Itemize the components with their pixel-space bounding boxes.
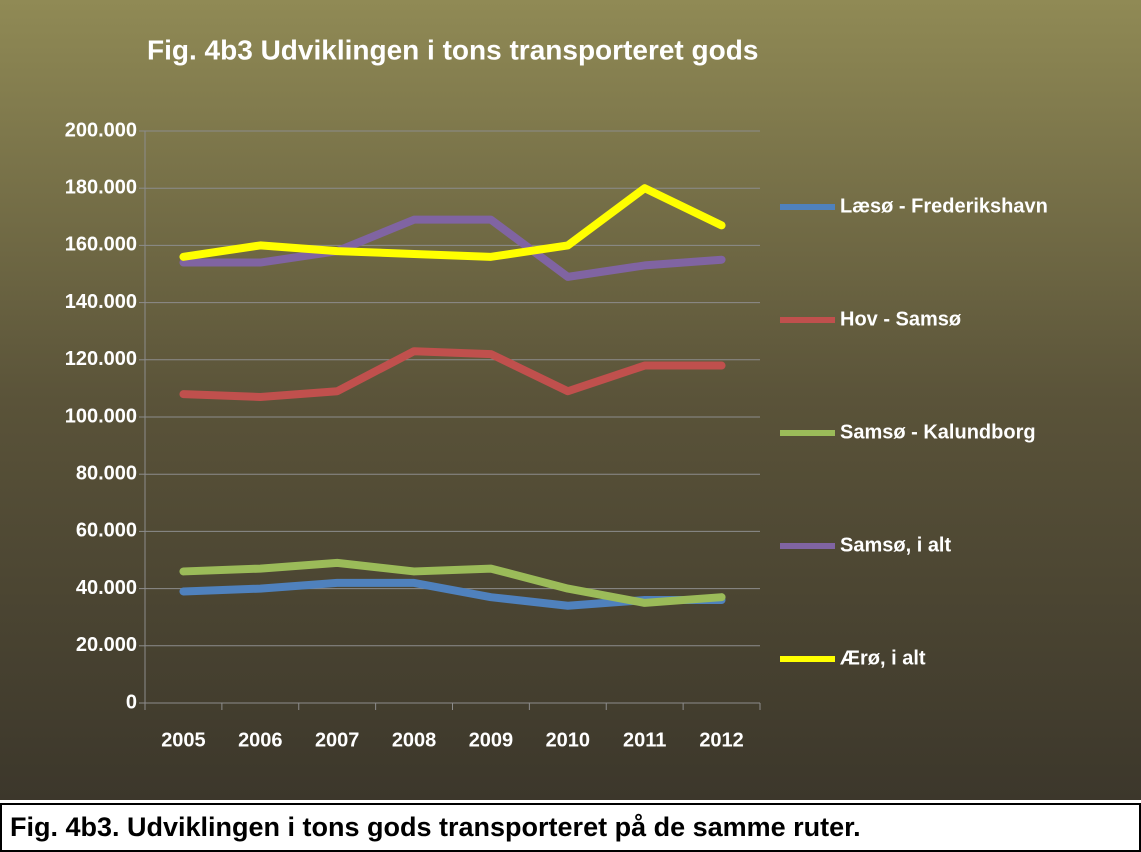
legend-label: Samsø - Kalundborg <box>840 421 1036 443</box>
series-line <box>179 215 726 281</box>
chart-title: Fig. 4b3 Udviklingen i tons transportere… <box>147 34 758 65</box>
x-tick-label: 2005 <box>161 729 206 751</box>
series-line <box>179 347 726 401</box>
x-tick-label: 2012 <box>699 729 744 751</box>
y-tick-label: 160.000 <box>65 234 137 256</box>
y-tick-label: 120.000 <box>65 348 137 370</box>
y-tick-label: 40.000 <box>76 577 137 599</box>
y-tick-label: 0 <box>126 691 137 713</box>
y-tick-label: 200.000 <box>65 119 137 141</box>
legend-label: Læsø - Frederikshavn <box>840 195 1048 217</box>
x-tick-label: 2010 <box>546 729 591 751</box>
chart: Fig. 4b3 Udviklingen i tons transportere… <box>0 0 1141 800</box>
y-tick-label: 180.000 <box>65 176 137 198</box>
series-line <box>179 184 726 261</box>
chart-background <box>0 0 1141 800</box>
x-tick-label: 2007 <box>315 729 360 751</box>
y-tick-label: 80.000 <box>76 462 137 484</box>
x-tick-label: 2011 <box>623 729 666 751</box>
legend-label: Ærø, i alt <box>840 647 926 669</box>
y-tick-label: 60.000 <box>76 520 137 542</box>
x-tick-label: 2006 <box>238 729 283 751</box>
y-tick-label: 100.000 <box>65 405 137 427</box>
x-tick-label: 2009 <box>469 729 514 751</box>
legend-label: Samsø, i alt <box>840 534 951 556</box>
series-line <box>179 558 726 607</box>
y-tick-label: 20.000 <box>76 634 137 656</box>
caption: Fig. 4b3. Udviklingen i tons gods transp… <box>0 803 1141 852</box>
x-tick-label: 2008 <box>392 729 437 751</box>
legend-label: Hov - Samsø <box>840 308 962 330</box>
y-tick-label: 140.000 <box>65 291 137 313</box>
